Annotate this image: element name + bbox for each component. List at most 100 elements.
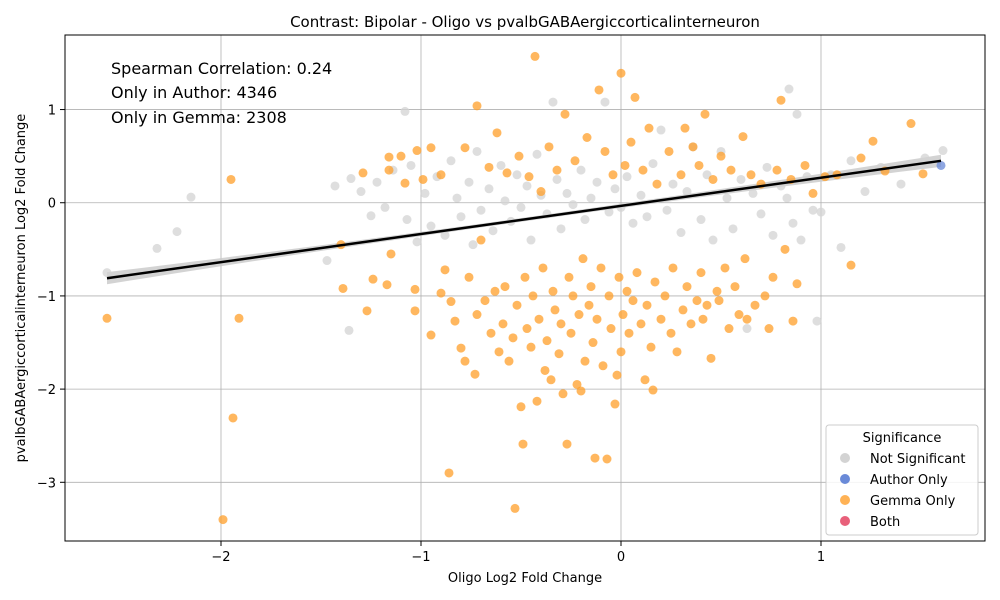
point-gemma-only	[418, 174, 428, 184]
point-gemma-only	[498, 319, 508, 329]
legend-entry-not-significant: Not Significant	[840, 452, 966, 467]
point-gemma-only	[638, 165, 648, 175]
point-not-significant	[346, 174, 356, 184]
point-gemma-only	[702, 300, 712, 310]
point-not-significant	[580, 215, 590, 225]
y-tick-label: −1	[37, 290, 56, 305]
point-not-significant	[400, 106, 410, 116]
point-gemma-only	[590, 453, 600, 463]
point-not-significant	[552, 174, 562, 184]
point-gemma-only	[500, 282, 510, 292]
point-gemma-only	[440, 265, 450, 275]
point-gemma-only	[494, 347, 504, 357]
point-gemma-only	[668, 263, 678, 273]
point-gemma-only	[572, 379, 582, 389]
point-gemma-only	[490, 286, 500, 296]
point-not-significant	[592, 177, 602, 187]
legend-entry-author-only: Author Only	[840, 473, 948, 488]
point-gemma-only	[446, 297, 456, 307]
annotations: Spearman Correlation: 0.24 Only in Autho…	[111, 59, 332, 127]
point-gemma-only	[664, 146, 674, 156]
point-gemma-only	[672, 347, 682, 357]
point-not-significant	[322, 256, 332, 266]
point-gemma-only	[470, 369, 480, 379]
point-gemma-only	[646, 342, 656, 352]
point-not-significant	[708, 235, 718, 245]
point-gemma-only	[536, 187, 546, 197]
point-not-significant	[788, 218, 798, 228]
point-not-significant	[456, 212, 466, 222]
legend-marker-both	[840, 516, 850, 526]
point-gemma-only	[464, 272, 474, 282]
point-gemma-only	[570, 156, 580, 166]
point-gemma-only	[524, 172, 534, 182]
point-gemma-only	[512, 300, 522, 310]
point-gemma-only	[384, 165, 394, 175]
point-not-significant	[796, 235, 806, 245]
point-gemma-only	[714, 296, 724, 306]
point-gemma-only	[724, 324, 734, 334]
point-not-significant	[406, 160, 416, 170]
point-gemma-only	[502, 168, 512, 178]
point-gemma-only	[400, 178, 410, 188]
point-gemma-only	[788, 316, 798, 326]
point-not-significant	[446, 156, 456, 166]
point-gemma-only	[504, 356, 514, 366]
point-not-significant	[846, 156, 856, 166]
point-not-significant	[604, 207, 614, 217]
point-not-significant	[464, 177, 474, 187]
point-gemma-only	[780, 244, 790, 254]
point-gemma-only	[586, 282, 596, 292]
point-not-significant	[768, 230, 778, 240]
point-not-significant	[512, 170, 522, 180]
point-gemma-only	[856, 153, 866, 163]
point-not-significant	[676, 228, 686, 238]
point-gemma-only	[562, 439, 572, 449]
point-gemma-only	[608, 170, 618, 180]
point-gemma-only	[626, 137, 636, 147]
point-not-significant	[860, 187, 870, 197]
point-gemma-only	[508, 333, 518, 343]
point-gemma-only	[234, 313, 244, 323]
point-gemma-only	[740, 254, 750, 264]
legend-entry-both: Both	[840, 515, 900, 530]
point-not-significant	[496, 160, 506, 170]
point-gemma-only	[510, 503, 520, 513]
point-not-significant	[402, 215, 412, 225]
point-gemma-only	[760, 291, 770, 301]
chart-title: Contrast: Bipolar - Oligo vs pvalbGABAer…	[290, 13, 760, 31]
point-gemma-only	[624, 328, 634, 338]
x-tick-label: −1	[411, 550, 430, 565]
point-gemma-only	[680, 123, 690, 133]
point-not-significant	[586, 193, 596, 203]
point-gemma-only	[730, 282, 740, 292]
point-gemma-only	[604, 291, 614, 301]
point-gemma-only	[484, 162, 494, 172]
point-gemma-only	[614, 272, 624, 282]
legend-label-both: Both	[870, 515, 900, 530]
point-gemma-only	[596, 263, 606, 273]
point-gemma-only	[362, 306, 372, 316]
point-gemma-only	[602, 454, 612, 464]
legend-entry-gemma-only: Gemma Only	[840, 494, 956, 509]
legend-marker-gemma-only	[840, 495, 850, 505]
point-gemma-only	[472, 310, 482, 320]
point-gemma-only	[338, 283, 348, 293]
point-not-significant	[412, 237, 422, 247]
point-gemma-only	[358, 168, 368, 178]
point-gemma-only	[568, 291, 578, 301]
point-gemma-only	[594, 85, 604, 95]
point-not-significant	[784, 84, 794, 94]
point-gemma-only	[368, 274, 378, 284]
point-author-only	[936, 160, 946, 170]
point-not-significant	[102, 268, 112, 278]
point-gemma-only	[480, 296, 490, 306]
point-gemma-only	[526, 342, 536, 352]
point-gemma-only	[538, 263, 548, 273]
point-not-significant	[516, 202, 526, 212]
annotation-author-only: Only in Author: 4346	[111, 83, 277, 102]
point-gemma-only	[692, 296, 702, 306]
point-gemma-only	[520, 272, 530, 282]
point-gemma-only	[694, 160, 704, 170]
point-gemma-only	[800, 160, 810, 170]
